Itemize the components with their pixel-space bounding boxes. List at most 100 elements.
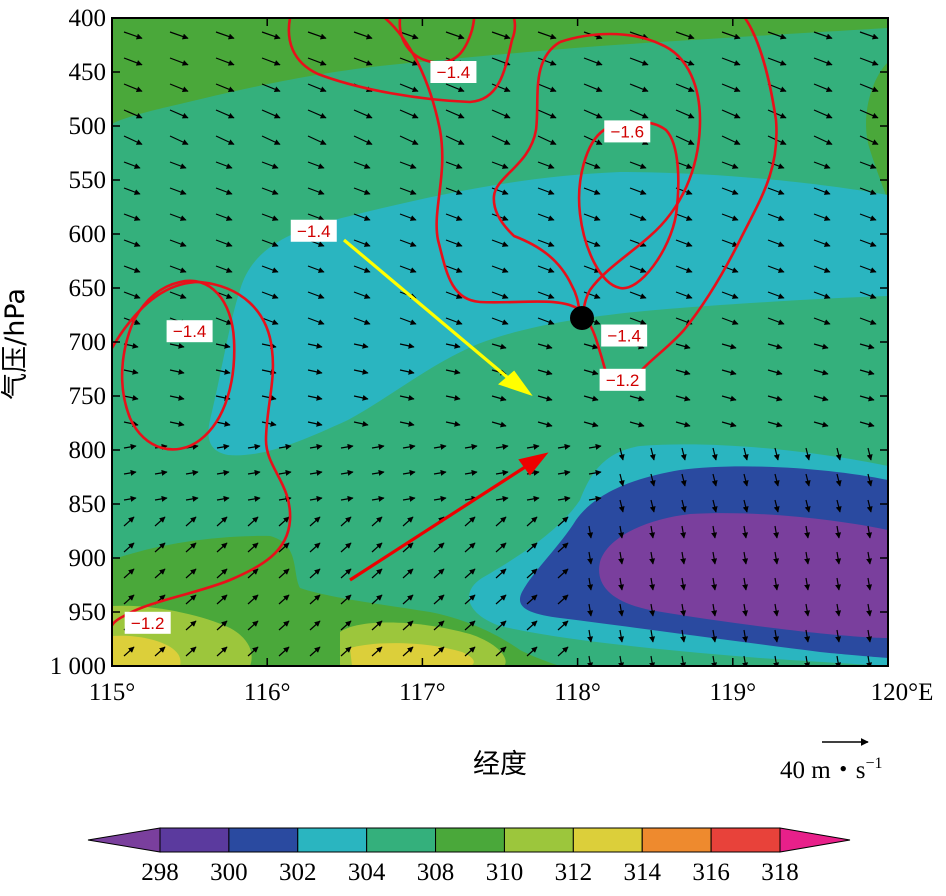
- wind-vector: [353, 135, 373, 145]
- contour-line-top-loop: [398, 18, 476, 64]
- wind-vector: [371, 469, 385, 476]
- wind-vector: [742, 577, 749, 591]
- contour-lines: [112, 18, 778, 627]
- wind-vector: [169, 161, 187, 169]
- wind-vector: [353, 213, 371, 221]
- wind-vector: [711, 577, 718, 591]
- contour-label-text: −1.2: [606, 371, 640, 390]
- wind-vector: [464, 443, 478, 450]
- x-tick-label: 115°: [89, 679, 136, 706]
- wind-vector: [618, 629, 625, 643]
- wind-vector: [767, 395, 783, 402]
- wind-vector: [402, 495, 416, 502]
- wind-vector: [813, 343, 829, 350]
- wind-vector: [526, 495, 540, 502]
- wind-vector: [526, 646, 538, 657]
- wind-vector: [587, 525, 594, 539]
- wind-vector: [587, 551, 594, 565]
- wind-vector: [215, 213, 233, 221]
- wind-vector: [587, 603, 594, 617]
- wind-vector: [583, 421, 599, 428]
- wind-vector: [445, 317, 463, 325]
- wind-vector: [813, 369, 829, 376]
- y-tick-label: 600: [69, 221, 107, 248]
- wind-vector: [742, 551, 749, 565]
- colorbar-label: 304: [348, 859, 386, 886]
- wind-vector: [813, 265, 831, 273]
- wind-vector: [169, 213, 187, 221]
- wind-vector: [402, 620, 414, 631]
- wind-vector: [526, 620, 538, 631]
- wind-vector: [557, 594, 569, 605]
- wind-vector: [588, 469, 602, 476]
- wind-vector: [680, 551, 687, 565]
- wind-vector: [587, 577, 594, 591]
- wind-vector: [445, 342, 461, 349]
- wind-vector: [537, 57, 557, 66]
- wind-vector: [307, 291, 325, 299]
- wind-vector: [491, 291, 509, 299]
- wind-vector: [433, 646, 445, 657]
- wind-vector: [433, 443, 447, 450]
- wind-vector: [618, 551, 625, 565]
- wind-vector: [309, 516, 321, 527]
- wind-vector: [185, 594, 197, 605]
- wind-vector: [773, 603, 780, 617]
- yellow-arrow: [342, 238, 522, 390]
- wind-vector: [491, 161, 509, 169]
- wind-vector: [399, 31, 419, 40]
- wind-vector: [773, 499, 780, 513]
- wind-vector: [371, 516, 383, 527]
- wind-vector: [859, 369, 875, 376]
- wind-vector: [767, 265, 785, 273]
- wind-vector: [742, 603, 749, 617]
- wind-vector: [526, 516, 538, 527]
- wind-vector: [309, 594, 321, 605]
- wind-vector: [583, 369, 599, 376]
- annotation-arrows: [342, 238, 549, 582]
- field-region-314-left: [112, 635, 181, 666]
- wind-vector: [399, 317, 417, 325]
- wind-vector: [247, 542, 259, 553]
- wind-vector: [537, 421, 553, 428]
- wind-vector: [773, 551, 780, 565]
- y-tick-label: 700: [69, 329, 107, 356]
- wind-vector: [261, 161, 279, 169]
- wind-vector: [675, 109, 695, 119]
- wind-vector: [675, 369, 691, 376]
- contour-line-top-left: [287, 18, 517, 104]
- wind-vector: [680, 655, 687, 666]
- wind-vector: [557, 469, 571, 476]
- wind-vector: [866, 577, 873, 591]
- wind-vector: [491, 31, 511, 40]
- wind-vector: [721, 343, 737, 350]
- wind-vector: [804, 629, 811, 643]
- wind-vector: [261, 109, 281, 119]
- wind-vector: [123, 291, 141, 299]
- wind-vector: [399, 161, 417, 169]
- wind-vector: [123, 187, 141, 195]
- wind-vector: [537, 317, 555, 325]
- wind-vector: [278, 620, 290, 631]
- wind-vector: [278, 516, 290, 527]
- wind-vector: [402, 594, 414, 605]
- wind-vector: [721, 213, 739, 221]
- wind-vector: [464, 594, 476, 605]
- wind-vector: [721, 135, 741, 145]
- wind-vector: [464, 620, 476, 631]
- y-axis-title: 气压/hPa: [0, 288, 31, 400]
- wind-vector: [216, 516, 228, 527]
- wind-vector: [247, 620, 259, 631]
- wind-vector: [767, 343, 783, 350]
- wind-vector: [813, 239, 831, 247]
- wind-vector: [216, 568, 228, 579]
- wind-vector: [185, 620, 197, 631]
- wind-vector: [859, 317, 877, 325]
- wind-vector: [680, 447, 687, 461]
- wind-vector: [537, 291, 555, 299]
- wind-vector: [261, 135, 281, 145]
- wind-vector: [215, 317, 233, 325]
- wind-vector: [307, 265, 325, 273]
- wind-vector: [742, 629, 749, 643]
- colorbar-label: 300: [210, 859, 248, 886]
